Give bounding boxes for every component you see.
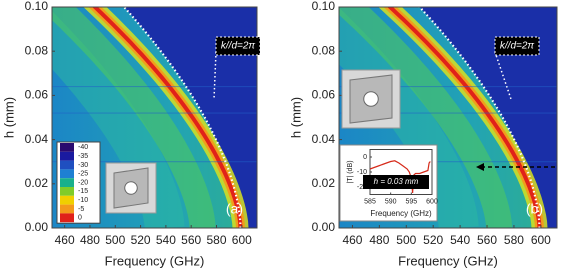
- pointer-head: [476, 163, 484, 171]
- x-tick-label: 585: [364, 198, 376, 205]
- colorbar-swatch: [60, 213, 74, 223]
- y-tick-label: 0.00: [25, 220, 49, 234]
- colorbar-label: -25: [78, 171, 88, 178]
- x-axis-label: Frequency (GHz): [105, 253, 205, 268]
- y-tick-label: -10: [357, 169, 367, 176]
- colorbar-swatch: [60, 187, 74, 196]
- colorbar-swatch: [60, 151, 74, 161]
- annotation-arrow: [494, 51, 512, 101]
- x-tick-label: 600: [531, 233, 551, 247]
- y-tick-label: 0.08: [312, 43, 336, 57]
- annotation: k//d=2π: [500, 41, 535, 52]
- x-tick-label: 580: [206, 233, 226, 247]
- x-tick-label: 460: [55, 233, 75, 247]
- x-tick-label: 595: [405, 198, 417, 205]
- x-tick-label: 560: [477, 233, 497, 247]
- y-tick-label: 0.06: [25, 88, 49, 102]
- x-tick-label: 520: [423, 233, 443, 247]
- plot-frame: [51, 6, 258, 229]
- x-tick-label: 520: [131, 233, 151, 247]
- x-tick-label: 560: [181, 233, 201, 247]
- x-tick-label: 460: [342, 233, 362, 247]
- y-tick-label: -20: [357, 184, 367, 191]
- colorbar-swatch: [60, 169, 74, 179]
- dark-region: [124, 7, 257, 228]
- x-tick-label: 600: [426, 198, 438, 205]
- colorbar-label: -35: [78, 153, 88, 160]
- colorbar-label: -5: [78, 206, 84, 213]
- colorbar-swatch: [60, 195, 74, 205]
- colorbar-swatch: [60, 143, 74, 152]
- colorbar-label: -40: [78, 144, 88, 151]
- heatmap-band: [52, 7, 216, 228]
- x-tick-label: 500: [396, 233, 416, 247]
- x-tick-label: 500: [105, 233, 125, 247]
- heatmap-band: [339, 7, 479, 228]
- y-tick-label: 0.04: [312, 132, 336, 146]
- dark-region: [419, 7, 557, 228]
- y-tick-label: 0.02: [25, 176, 49, 190]
- structure-hole: [124, 181, 138, 195]
- colorbar-label: -20: [78, 179, 88, 186]
- y-tick-label: 0.04: [25, 132, 49, 146]
- x-tick-label: 540: [156, 233, 176, 247]
- annotation-box: [215, 36, 261, 56]
- x-tick-label: 480: [80, 233, 100, 247]
- y-tick-label: 0.06: [312, 88, 336, 102]
- annotation-box: [363, 175, 429, 189]
- x-tick-label: 580: [504, 233, 524, 247]
- y-tick-label: 0.02: [312, 176, 336, 190]
- colorbar-swatch: [60, 204, 74, 214]
- annotation-box: [494, 36, 540, 56]
- colorbar-swatch: [60, 160, 74, 170]
- x-tick-label: 540: [450, 233, 470, 247]
- y-tick-label: 0.00: [312, 220, 336, 234]
- heatmap-band: [339, 7, 513, 228]
- annotation: k//d=2π: [221, 41, 256, 52]
- y-axis-label: h (mm): [1, 97, 16, 138]
- panel-label: (a): [226, 201, 243, 217]
- y-axis-label: h (mm): [288, 97, 303, 138]
- annotation: h = 0.03 mm: [374, 177, 419, 186]
- panel-label: (b): [526, 201, 543, 217]
- x-tick-label: 600: [232, 233, 252, 247]
- structure-hole: [363, 91, 379, 107]
- y-tick-label: 0.10: [25, 0, 49, 13]
- x-tick-label: 590: [385, 198, 397, 205]
- colorbar-label: -15: [78, 188, 88, 195]
- y-tick-label: 0.08: [25, 43, 49, 57]
- colorbar-label: -30: [78, 162, 88, 169]
- colorbar-swatch: [60, 178, 74, 187]
- plot-frame: [338, 6, 558, 229]
- y-axis-label: |T| (dB): [347, 160, 354, 183]
- colorbar-label: -10: [78, 197, 88, 204]
- heatmap-band: [387, 7, 542, 228]
- x-axis-label: Frequency (GHz): [398, 253, 498, 268]
- colorbar-label: 0: [78, 215, 82, 222]
- transmission-line: [369, 160, 431, 194]
- heatmap-band: [92, 7, 243, 228]
- y-tick-label: 0: [363, 154, 367, 161]
- y-tick-label: 0.10: [312, 0, 336, 13]
- x-axis-label: Frequency (GHz): [370, 209, 432, 218]
- x-tick-label: 480: [369, 233, 389, 247]
